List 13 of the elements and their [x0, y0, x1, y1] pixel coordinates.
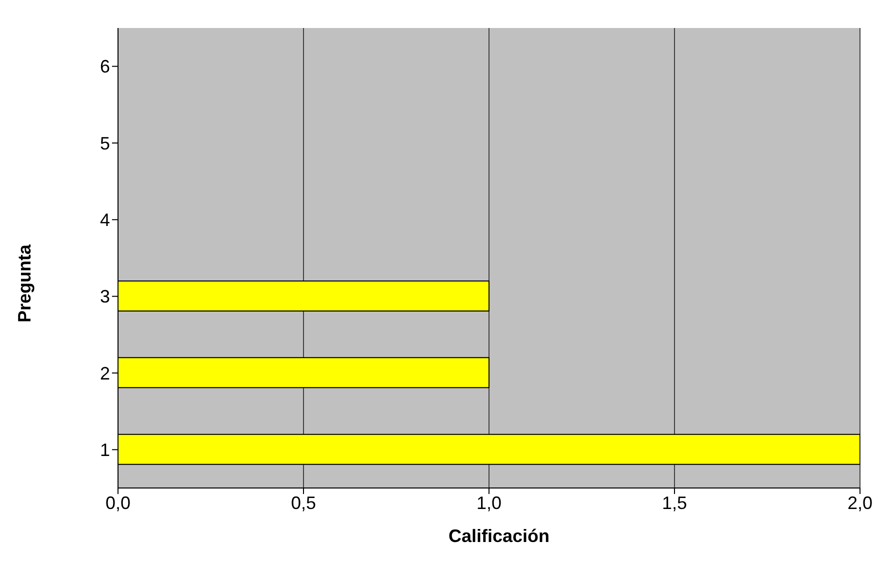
y-tick-label: 1: [100, 440, 110, 460]
y-tick-label: 5: [100, 133, 110, 154]
x-axis-title: Calificación: [447, 526, 551, 547]
x-tick-label: 0,0: [105, 492, 131, 513]
y-axis-title: Pregunta: [14, 244, 36, 322]
y-tick-label: 6: [100, 56, 110, 77]
y-tick-label: 4: [100, 210, 110, 230]
x-tick-label: 2,0: [847, 492, 873, 513]
y-tick-label: 2: [100, 363, 110, 384]
x-tick-label: 1,5: [662, 492, 688, 513]
y-tick-label: 3: [100, 286, 110, 307]
x-tick-label: 1,0: [476, 492, 502, 513]
x-tick-label: 0,5: [290, 492, 316, 513]
